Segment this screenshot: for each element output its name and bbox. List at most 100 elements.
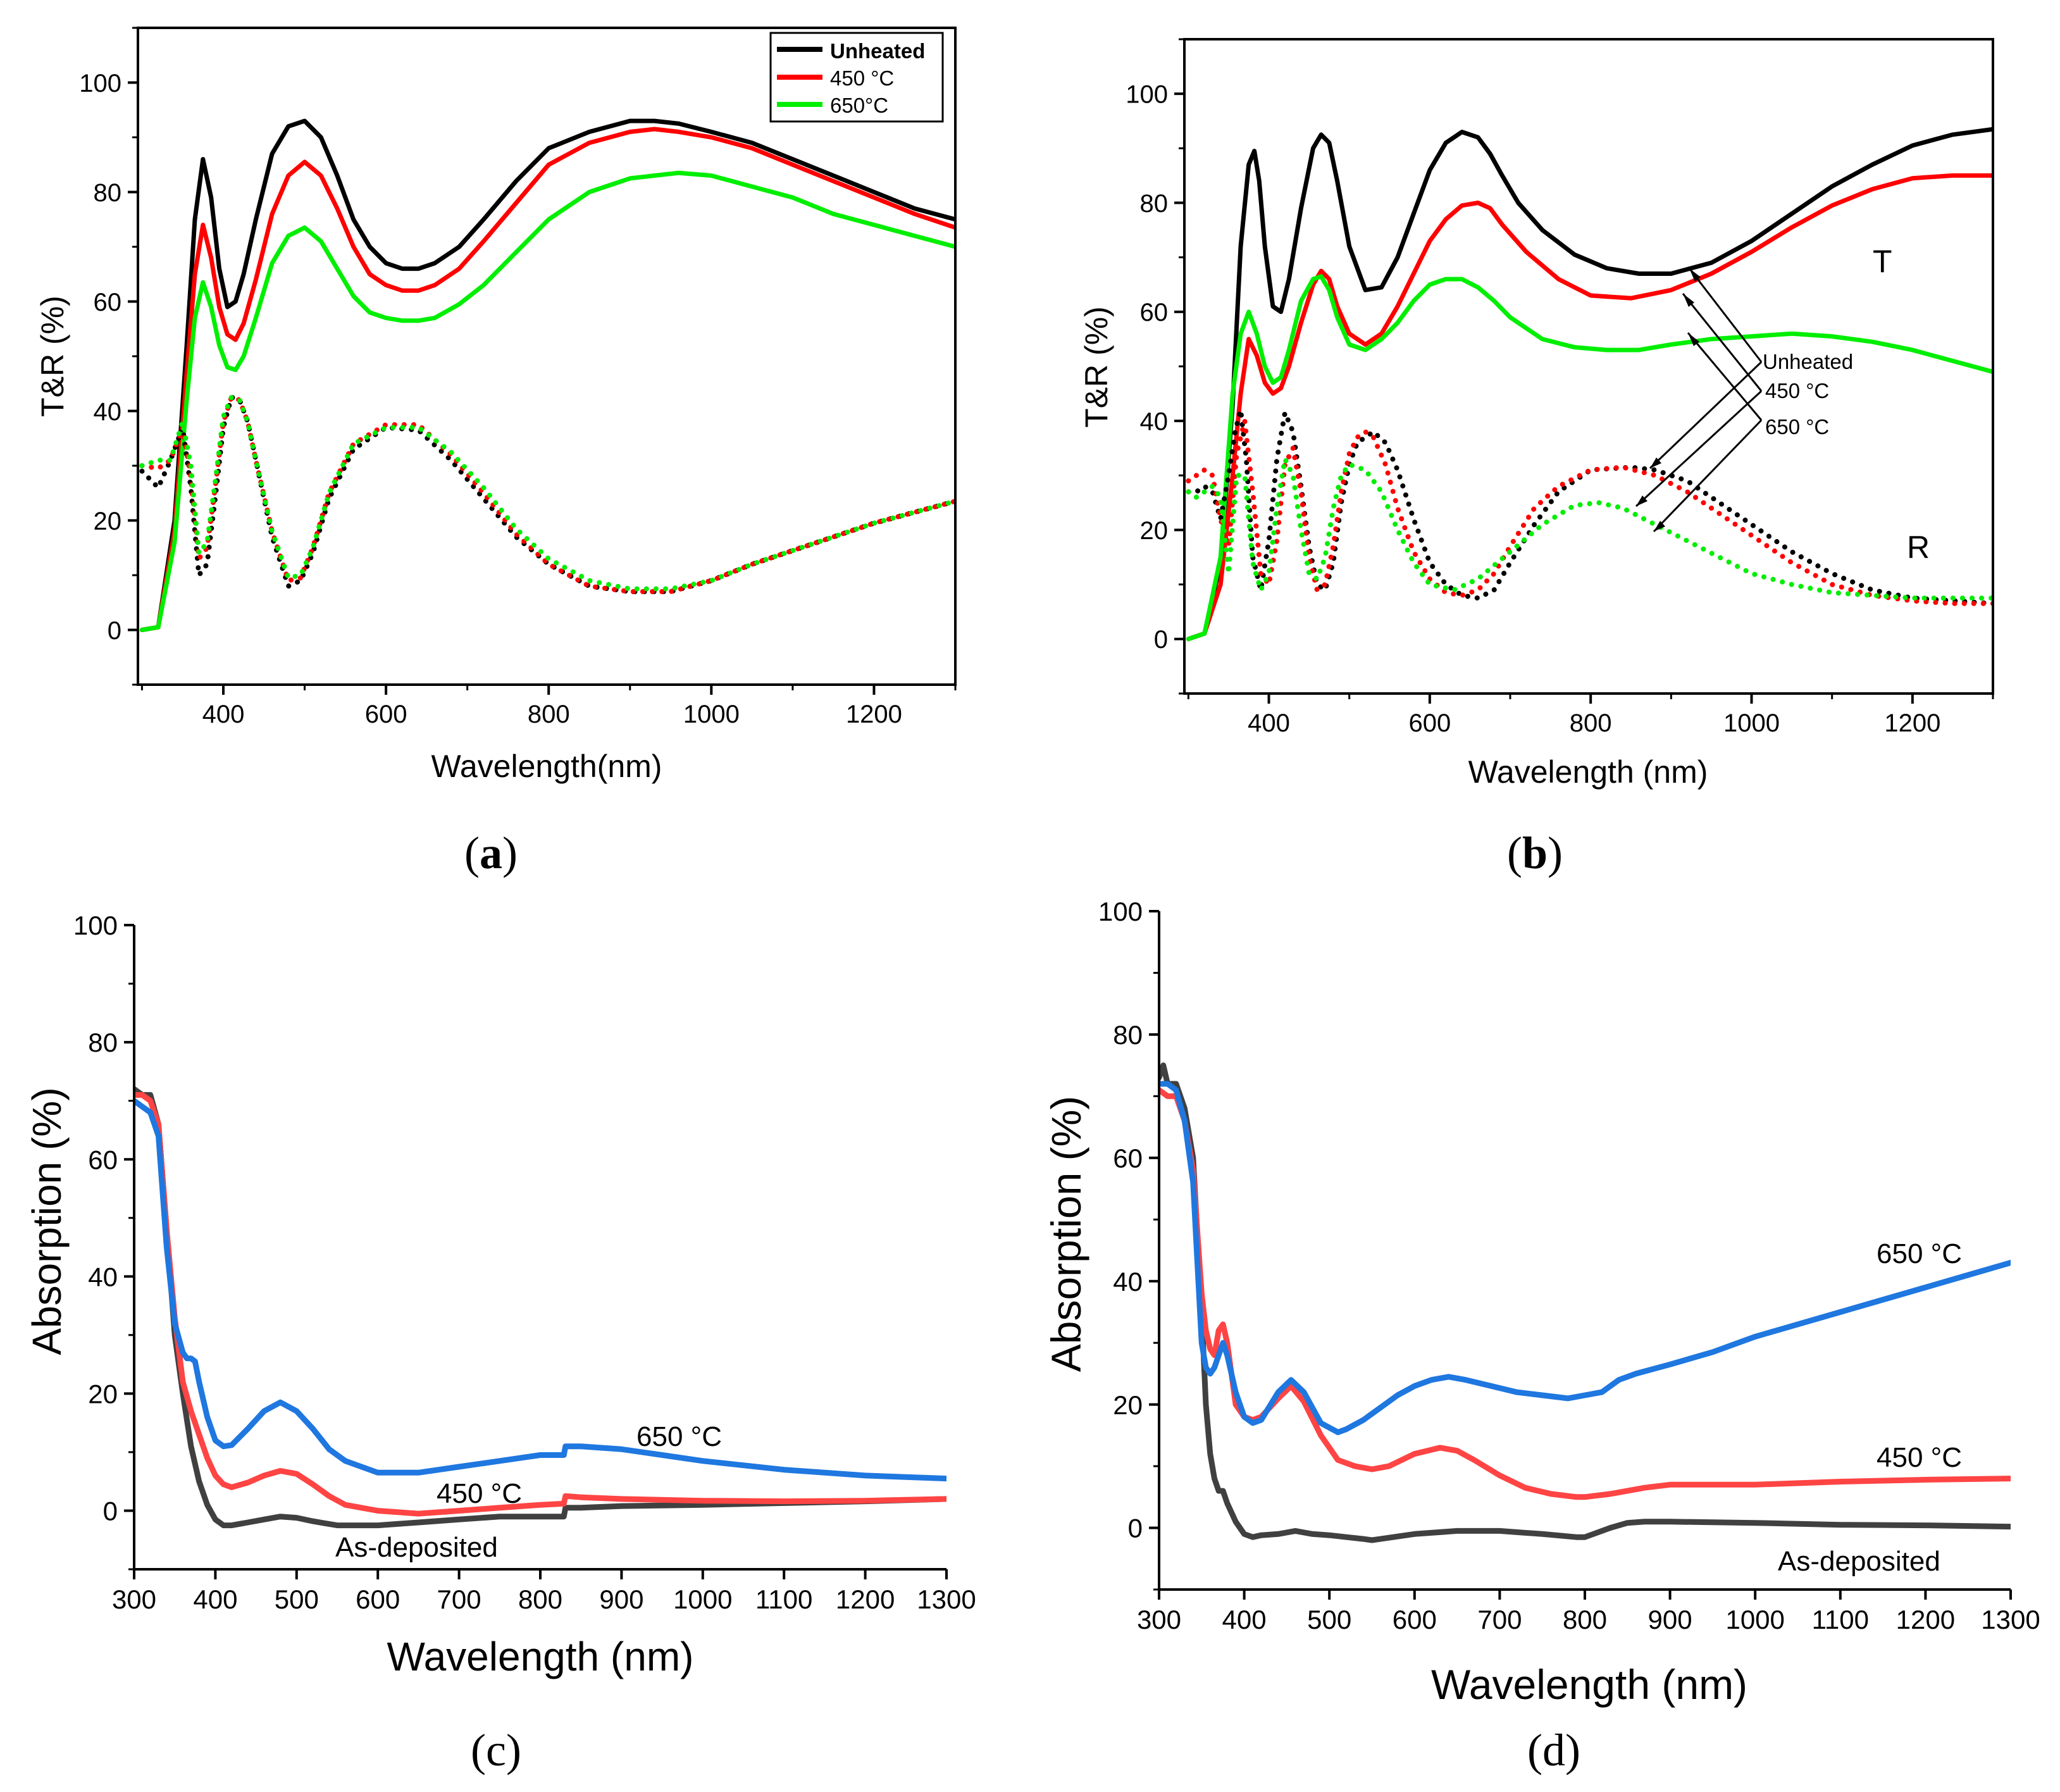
panel-c-series-450-c: [134, 1092, 946, 1517]
panel-d-caption: (d): [1527, 1725, 1580, 1776]
panel-d-x-tick-label-1200: 1200: [1896, 1605, 1955, 1634]
panel-c-caption-open: (: [471, 1725, 486, 1776]
panel-c-x-tick-label-300: 300: [112, 1584, 156, 1614]
panel-a-y-tick-label-20: 20: [94, 507, 122, 535]
panel-b-x-tick-label-1000: 1000: [1723, 709, 1780, 737]
panel-b-y-tick-label-60: 60: [1140, 299, 1169, 327]
panel-b-y-tick-label-20: 20: [1140, 517, 1169, 545]
panel-d-label-650: 650 °C: [1877, 1238, 1962, 1269]
panel-c-x-tick-label-1300: 1300: [917, 1584, 976, 1614]
panel-c-y-tick-label-40: 40: [88, 1262, 118, 1291]
panel-b-arrow-label-450: 450 °C: [1765, 379, 1829, 402]
panel-a-x-axis-label: Wavelength(nm): [431, 749, 662, 784]
panel-c-caption-close: ): [506, 1725, 521, 1776]
panel-b-frame: [1183, 38, 1994, 695]
panel-c-x-axis-label: Wavelength (nm): [387, 1634, 694, 1679]
panel-b-caption-open: (: [1507, 828, 1522, 878]
panel-c-y-tick-label-80: 80: [88, 1028, 118, 1057]
panel-a-x-tick-label-600: 600: [365, 700, 407, 728]
panel-a-caption-letter: a: [480, 828, 502, 878]
panel-c-y-tick-label-0: 0: [103, 1496, 118, 1526]
panel-a-y-tick-label-0: 0: [108, 617, 121, 645]
panel-a-caption: (a): [464, 828, 518, 878]
panel-a-legend-label-650: 650°C: [830, 94, 888, 117]
panel-b-arrowhead-2: [1650, 457, 1661, 468]
panel-c-x-tick-label-900: 900: [599, 1584, 643, 1614]
panel-d-series-650-c: [1159, 1081, 2011, 1435]
panel-d-x-tick-label-1000: 1000: [1725, 1605, 1784, 1634]
panel-b-t-label: T: [1873, 244, 1892, 279]
panel-a-x-tick-label-800: 800: [528, 700, 570, 728]
panel-b-series-unheated-r: [1186, 407, 1993, 606]
panel-c-label-asdeposited: As-deposited: [335, 1532, 498, 1563]
panel-c-x-tick-label-700: 700: [437, 1584, 481, 1614]
panel-a-series-650-c-t: [139, 170, 955, 632]
panel-a-caption-close: ): [502, 828, 518, 878]
panel-b-arrow-line-2: [1649, 361, 1763, 470]
panel-d-label-asdeposited: As-deposited: [1778, 1546, 1940, 1577]
panel-a-y-tick-label-40: 40: [94, 398, 122, 426]
panel-a-legend-label-450: 450 °C: [830, 66, 894, 90]
panel-d-y-tick-label-60: 60: [1113, 1143, 1143, 1173]
panel-a: 400 600 800 1000 1200 0 20 40 60 80 100 Wavelength…: [35, 27, 957, 878]
panel-a-y-tick-label-100: 100: [79, 70, 121, 97]
panel-c-y-tick-label-20: 20: [88, 1379, 118, 1409]
panel-b-caption-close: ): [1548, 828, 1563, 878]
panel-c: 300 400 500 600 700 800 900 1000 1100 1200 1300 0 20…: [24, 911, 976, 1776]
panel-b-arrow-label-unheated: Unheated: [1763, 350, 1853, 373]
panel-c-x-tick-label-1000: 1000: [673, 1584, 732, 1614]
panel-b-arrow-label-650: 650 °C: [1765, 415, 1829, 439]
panel-d-label-450: 450 °C: [1877, 1442, 1962, 1473]
panel-b-series-450-c-t: [1186, 173, 1993, 642]
panel-d-y-tick-label-100: 100: [1098, 897, 1143, 926]
panel-b-y-axis-label: T&R (%): [1079, 306, 1114, 428]
panel-d-x-tick-label-500: 500: [1307, 1605, 1351, 1634]
panel-c-y-axis-label: Absorption (%): [24, 1087, 70, 1355]
panel-c-series-650-c: [134, 1098, 946, 1482]
panel-b-series-650-c-r: [1186, 456, 1993, 601]
panel-b-arrow-line-3: [1682, 293, 1763, 392]
panel-b-arrowhead-3: [1683, 294, 1694, 307]
panel-c-label-650: 650 °C: [636, 1421, 722, 1452]
panel-a-series-unheated-t: [139, 118, 955, 632]
panel-a-x-tick-label-1200: 1200: [846, 700, 902, 728]
panel-d: 300 400 500 600 700 800 900 1000 1100 1200 1300 0 20…: [1043, 897, 2040, 1776]
panel-d-x-tick-label-1300: 1300: [1981, 1605, 2040, 1634]
panel-d-x-tick-label-600: 600: [1393, 1605, 1437, 1634]
panel-d-x-tick-label-1100: 1100: [1812, 1605, 1869, 1634]
panel-b-arrow-line-4: [1635, 390, 1763, 507]
panel-d-x-axis-label: Wavelength (nm): [1431, 1661, 1747, 1708]
panel-d-y-tick-label-20: 20: [1113, 1390, 1143, 1420]
panel-b-caption: (b): [1507, 828, 1563, 878]
panel-d-x-tick-label-400: 400: [1222, 1605, 1267, 1634]
panel-a-legend-label-unheated: Unheated: [830, 39, 925, 63]
panel-a-y-tick-label-60: 60: [94, 289, 122, 316]
panel-d-x-tick-label-700: 700: [1477, 1605, 1522, 1634]
panel-c-caption-letter: c: [486, 1725, 506, 1776]
panel-a-y-tick-label-80: 80: [94, 179, 122, 207]
panel-a-legend: Unheated 450 °C 650°C: [769, 32, 944, 123]
panel-b-y-tick-label-0: 0: [1154, 626, 1168, 654]
panel-d-y-tick-label-40: 40: [1113, 1267, 1143, 1297]
panel-d-x-tick-label-300: 300: [1137, 1605, 1181, 1634]
panel-b-arrowhead-6: [1654, 521, 1665, 532]
panel-d-y-tick-label-0: 0: [1128, 1514, 1143, 1543]
panel-b-arrowhead-4: [1636, 495, 1647, 506]
panel-b-arrow-line-6: [1653, 419, 1763, 533]
panel-b-x-axis-label: Wavelength (nm): [1468, 754, 1708, 790]
panel-b-r-label: R: [1907, 530, 1930, 565]
panel-b-series-650-c-t: [1186, 274, 1993, 642]
panel-a-caption-open: (: [464, 828, 480, 878]
panel-c-label-450: 450 °C: [437, 1478, 522, 1509]
panel-d-y-axis-label: Absorption (%): [1043, 1096, 1089, 1372]
panel-b: 400 600 800 1000 1200 0 20 40 60 80 100 Wavelength…: [1079, 38, 1994, 878]
panel-b-y-tick-label-80: 80: [1140, 190, 1169, 218]
panel-c-x-tick-label-1100: 1100: [755, 1584, 812, 1614]
panel-a-y-axis-label: T&R (%): [35, 296, 70, 417]
panel-b-x-tick-label-400: 400: [1248, 709, 1290, 737]
panel-c-y-tick-label-100: 100: [73, 911, 118, 940]
panel-b-arrowhead-1: [1689, 268, 1701, 282]
panel-d-caption-letter: d: [1542, 1725, 1565, 1776]
